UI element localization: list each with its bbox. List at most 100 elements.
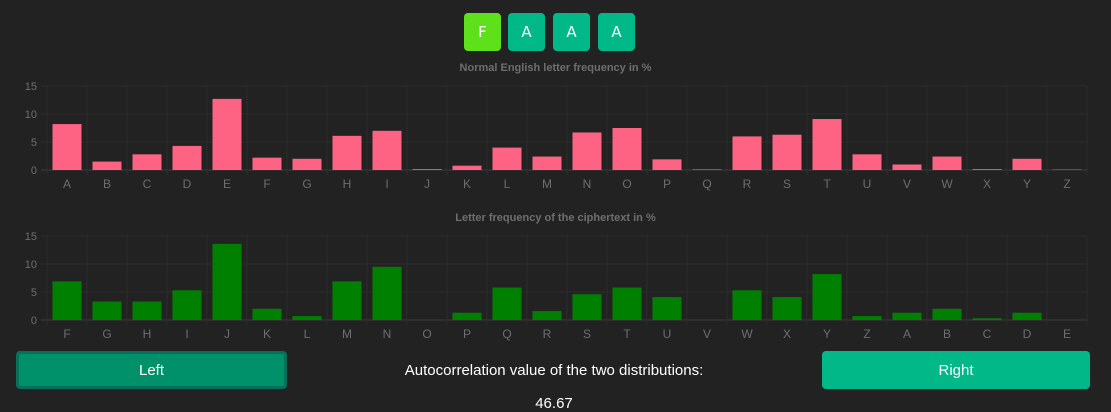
english-x-tick-label: Q xyxy=(702,177,711,191)
cipher-x-tick-label: Q xyxy=(502,327,511,341)
cipher-bar-l xyxy=(293,316,322,320)
english-bar-p xyxy=(653,159,682,170)
english-bar-x xyxy=(973,169,1002,170)
key-letter: F xyxy=(478,23,487,41)
english-x-tick-label: P xyxy=(663,177,671,191)
english-x-tick-label: M xyxy=(542,177,552,191)
cipher-x-tick-label: X xyxy=(783,327,791,341)
cipher-chart-title: Letter frequency of the ciphertext in % xyxy=(0,212,1111,224)
english-x-tick-label: V xyxy=(903,177,911,191)
key-letter: A xyxy=(611,23,621,41)
cipher-x-tick-label: C xyxy=(983,327,992,341)
english-bar-o xyxy=(613,128,642,170)
english-bar-a xyxy=(53,124,82,170)
cipher-bar-m xyxy=(333,281,362,320)
english-x-tick-label: S xyxy=(783,177,791,191)
english-x-tick-label: O xyxy=(622,177,631,191)
cipher-bar-j xyxy=(213,244,242,320)
english-x-tick-label: H xyxy=(343,177,352,191)
key-letter: A xyxy=(521,23,531,41)
cipher-x-tick-label: T xyxy=(623,327,631,341)
cipher-x-tick-label: A xyxy=(903,327,911,341)
english-bar-h xyxy=(333,136,362,170)
shift-left-button[interactable]: Left xyxy=(16,351,287,389)
cipher-bar-d xyxy=(1013,313,1042,320)
cipher-bar-p xyxy=(453,313,482,320)
cipher-bar-n xyxy=(373,267,402,320)
english-x-tick-label: X xyxy=(983,177,991,191)
english-bar-u xyxy=(853,154,882,170)
english-y-tick-label: 15 xyxy=(25,81,37,93)
cipher-bar-g xyxy=(93,302,122,320)
english-bar-t xyxy=(813,119,842,170)
english-x-tick-label: F xyxy=(263,177,270,191)
english-x-tick-label: W xyxy=(941,177,953,191)
cipher-bar-a xyxy=(893,313,922,320)
english-bar-y xyxy=(1013,159,1042,170)
english-x-tick-label: A xyxy=(63,177,71,191)
english-x-tick-label: Y xyxy=(1023,177,1031,191)
english-bar-w xyxy=(933,157,962,170)
english-bar-d xyxy=(173,146,202,170)
english-x-tick-label: J xyxy=(424,177,430,191)
english-bar-s xyxy=(773,135,802,170)
cipher-x-tick-label: N xyxy=(383,327,392,341)
english-y-tick-label: 10 xyxy=(25,109,37,121)
english-bar-e xyxy=(213,99,242,170)
english-x-tick-label: B xyxy=(103,177,111,191)
cipher-x-tick-label: E xyxy=(1063,327,1071,341)
cipher-y-tick-label: 0 xyxy=(31,315,37,327)
english-bar-c xyxy=(133,154,162,170)
shift-key-display: F A A A xyxy=(0,13,1111,51)
english-x-tick-label: C xyxy=(143,177,152,191)
english-bar-j xyxy=(413,169,442,170)
english-chart-title: Normal English letter frequency in % xyxy=(0,62,1111,74)
cipher-x-tick-label: H xyxy=(143,327,152,341)
key-letter-box: A xyxy=(508,13,545,51)
cipher-bar-h xyxy=(133,302,162,320)
english-bar-i xyxy=(373,131,402,170)
cipher-bar-x xyxy=(773,297,802,320)
english-bar-r xyxy=(733,136,762,170)
key-letter-box: F xyxy=(464,13,501,51)
autocorrelation-value: 46.67 xyxy=(300,395,808,412)
cipher-bar-u xyxy=(653,297,682,320)
cipher-x-tick-label: U xyxy=(663,327,672,341)
english-x-tick-label: T xyxy=(823,177,831,191)
cipher-x-tick-label: V xyxy=(703,327,711,341)
cipher-bar-b xyxy=(933,309,962,320)
english-x-tick-label: K xyxy=(463,177,471,191)
english-bar-q xyxy=(693,169,722,170)
english-x-tick-label: I xyxy=(385,177,388,191)
english-bar-n xyxy=(573,132,602,170)
english-bar-v xyxy=(893,165,922,170)
shift-right-button[interactable]: Right xyxy=(822,351,1090,389)
cipher-x-tick-label: Y xyxy=(823,327,831,341)
key-letter: A xyxy=(566,23,576,41)
cipher-y-tick-label: 10 xyxy=(25,259,37,271)
english-bar-k xyxy=(453,166,482,170)
english-x-tick-label: G xyxy=(302,177,311,191)
english-x-tick-label: Z xyxy=(1063,177,1070,191)
english-y-tick-label: 0 xyxy=(31,165,37,177)
cipher-x-tick-label: K xyxy=(263,327,271,341)
cipher-x-tick-label: O xyxy=(422,327,431,341)
cipher-x-tick-label: P xyxy=(463,327,471,341)
cipher-x-tick-label: L xyxy=(304,327,311,341)
key-letter-box: A xyxy=(553,13,590,51)
cipher-bar-c xyxy=(973,318,1002,320)
cipher-x-tick-label: M xyxy=(342,327,352,341)
english-bar-b xyxy=(93,162,122,170)
english-x-tick-label: U xyxy=(863,177,872,191)
cipher-bar-y xyxy=(813,274,842,320)
cipher-x-tick-label: B xyxy=(943,327,951,341)
cipher-y-tick-label: 15 xyxy=(25,231,37,243)
cipher-x-tick-label: G xyxy=(102,327,111,341)
cipher-bar-r xyxy=(533,311,562,320)
cipher-x-tick-label: W xyxy=(741,327,753,341)
key-letter-box: A xyxy=(598,13,635,51)
english-bar-m xyxy=(533,157,562,170)
cipher-bar-w xyxy=(733,290,762,320)
